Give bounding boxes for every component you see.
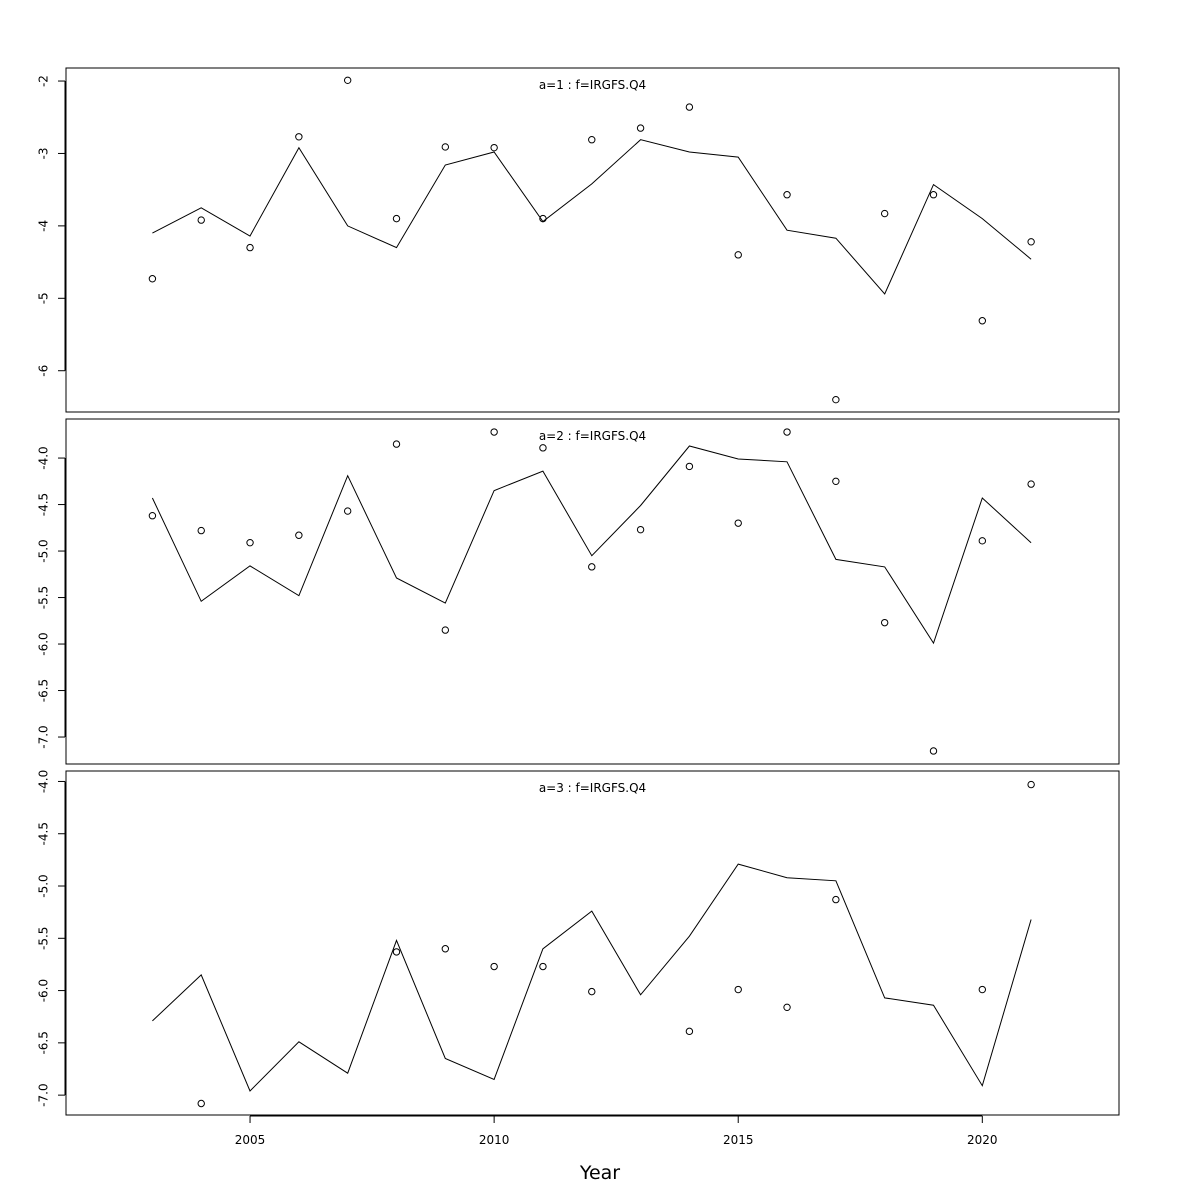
observed-point [441,143,450,151]
panel-title: a=3 : f=IRGFS.Q4 [539,781,646,795]
observed-point [539,214,547,223]
observed-point [392,440,401,448]
y-tick-label: -5.0 [37,539,51,562]
y-tick-label: -4 [37,220,51,232]
panel-3: a=3 : f=IRGFS.Q4 -4.0 -4.5 -5.0 -5.5 -6.0 -6.5… [37,770,1120,1116]
plot-frame [65,67,1120,413]
observed-point [441,626,450,634]
x-tick-label: 2010 [479,1133,510,1147]
observed-point [588,987,596,996]
y-tick-label: -6.5 [37,679,51,702]
x-axis: 2005 2010 2015 2020 [235,1115,998,1147]
observed-point [490,143,498,152]
observed-point [148,275,157,283]
observed-point [783,191,791,199]
observed-point [1027,480,1035,488]
y-tick-label: -4.0 [37,770,51,793]
fitted-line [152,863,1032,1092]
y-tick-label: -6.0 [37,632,51,655]
observed-point [343,76,352,85]
observed-point [148,512,157,520]
x-tick-label: 2020 [967,1133,998,1147]
y-tick-label: -4.0 [37,446,51,469]
panel-title: a=1 : f=IRGFS.Q4 [539,78,646,92]
observed-point [929,191,938,199]
observed-point [197,1099,205,1108]
observed-point [588,135,596,144]
fitted-line [152,139,1032,295]
y-tick-label: -4.5 [37,493,51,516]
panel-title: a=2 : f=IRGFS.Q4 [539,429,646,443]
observed-point [929,747,938,755]
y-tick-label: -7.0 [37,1083,51,1106]
y-tick-label: -6.5 [37,1031,51,1054]
y-tick-label: -5.5 [37,586,51,609]
observed-point [246,243,254,252]
y-tick-label: -6 [37,365,51,377]
observed-point [734,985,742,994]
observed-point [685,1027,694,1036]
y-tick-label: -5.0 [37,874,51,897]
observed-point [295,531,303,539]
observed-point [978,537,987,545]
plot-frame [65,418,1120,765]
observed-point [246,538,254,547]
observed-point [685,103,694,111]
observed-point [539,444,547,452]
y-tick-label: -4.5 [37,822,51,845]
observed-point [197,526,205,535]
observed-point [343,507,352,515]
x-tick-label: 2005 [235,1133,266,1147]
observed-point [734,251,742,259]
y-tick-label: -2 [37,75,51,87]
panel-2: a=2 : f=IRGFS.Q4 -4.0 -4.5 -5.0 -5.5 -6.0 -6.5… [37,418,1120,765]
plot-frame [65,770,1120,1116]
observed-point [978,985,987,994]
observed-point [734,519,742,527]
y-tick-label: -3 [37,147,51,159]
observed-point [588,563,596,571]
panel-1: a=1 : f=IRGFS.Q4 -2 -3 -4 -5 -6 [37,67,1120,413]
observed-point [832,395,840,404]
observed-point [490,428,498,436]
y-tick-label: -7.0 [37,725,51,748]
observed-point [295,133,303,141]
observed-point [636,124,645,132]
observed-point [880,209,889,218]
observed-point [539,962,547,971]
observed-point [441,945,450,953]
x-tick-label: 2015 [723,1133,754,1147]
observed-point [685,462,694,471]
x-axis-label: Year [579,1162,620,1184]
observed-point [880,618,889,627]
observed-point [636,525,645,534]
observed-point [783,1003,791,1012]
observed-point [490,962,498,971]
y-tick-label: -5.5 [37,927,51,950]
observed-point [978,317,987,325]
observed-point [392,948,401,956]
observed-point [832,477,840,486]
observed-point [783,428,791,436]
observed-point [832,895,840,904]
observed-point [1027,780,1035,789]
observed-point [392,214,401,223]
observed-point [1027,238,1035,246]
observed-point [197,216,205,224]
y-tick-label: -5 [37,292,51,304]
y-tick-label: -6.0 [37,979,51,1002]
fitted-line [151,445,1032,645]
